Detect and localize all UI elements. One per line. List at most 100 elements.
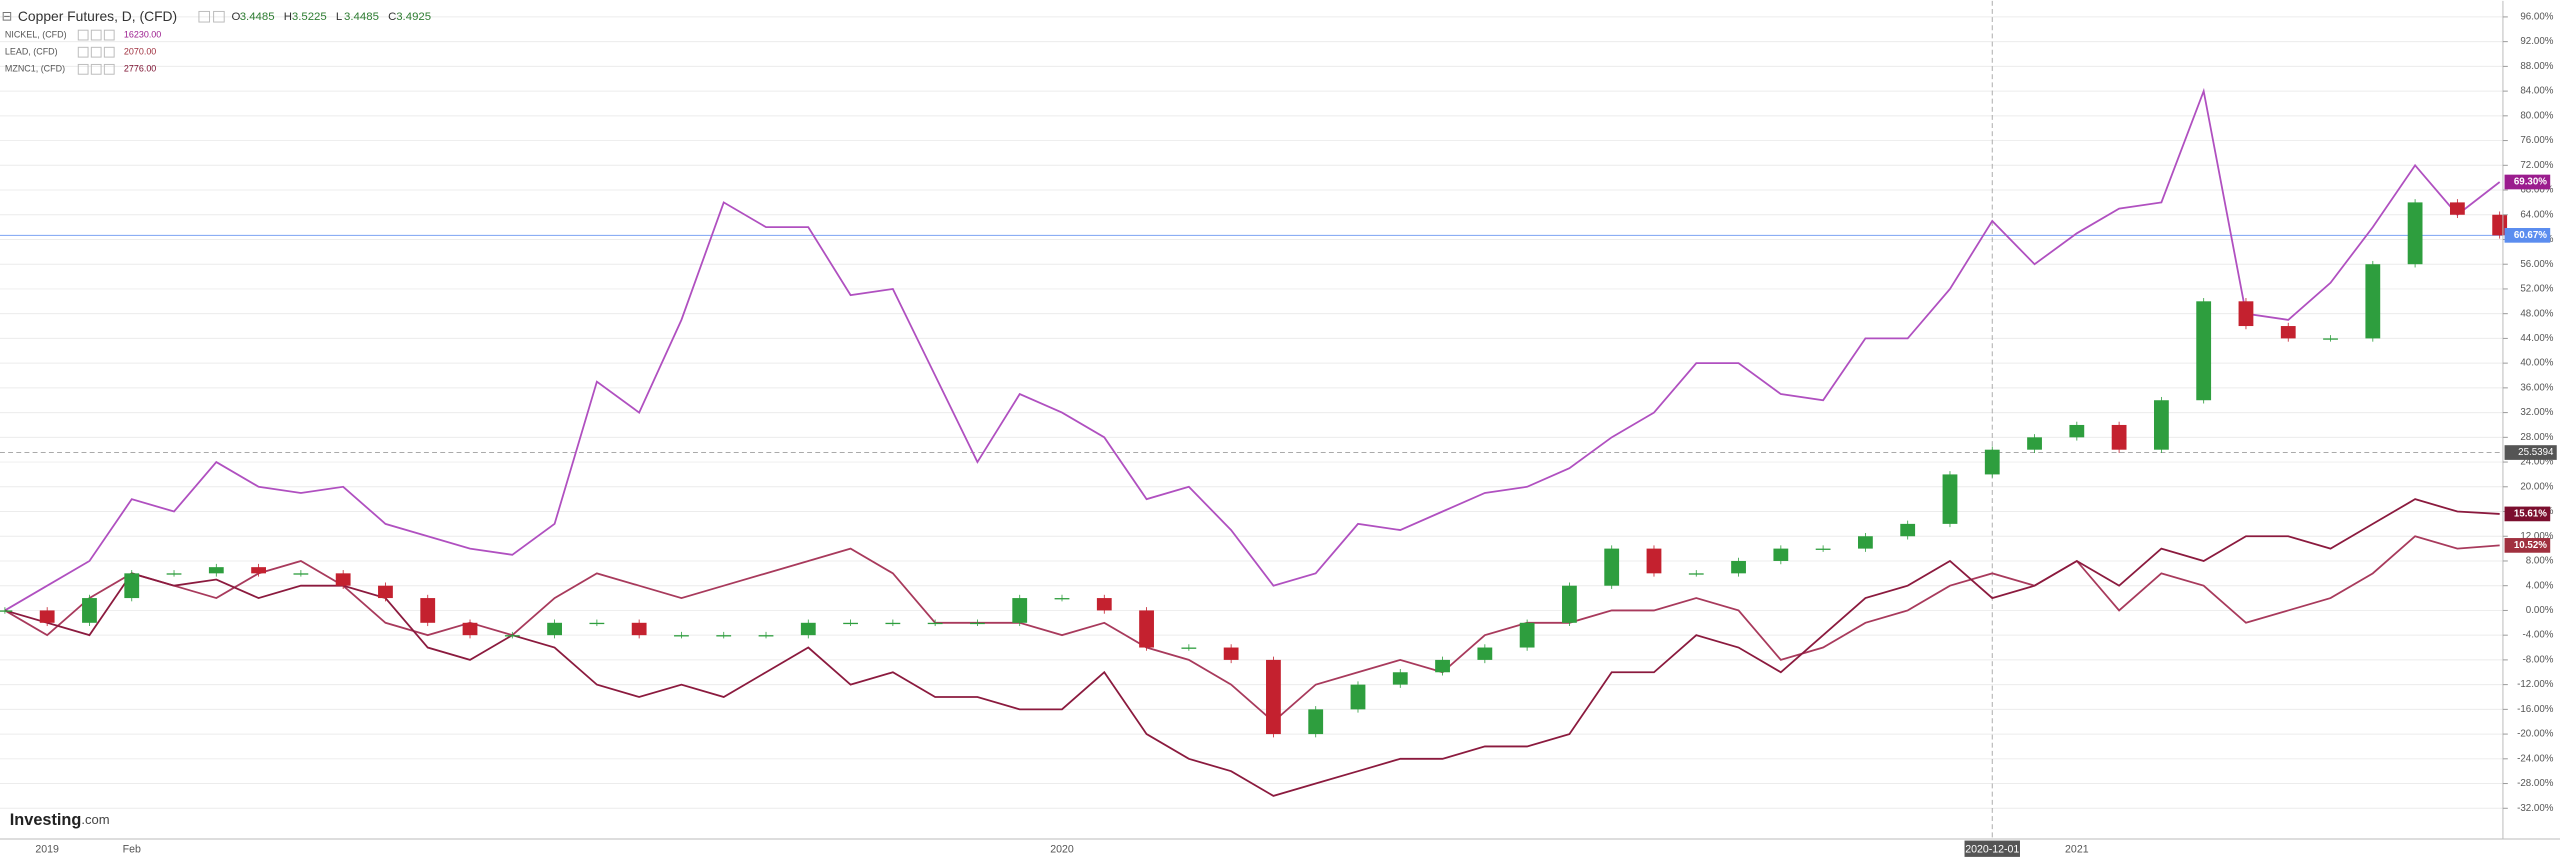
candle-body — [1984, 449, 2000, 475]
candle-body — [1012, 598, 1028, 623]
legend-button[interactable] — [77, 29, 89, 41]
legend-button[interactable] — [90, 63, 102, 75]
y-tick-label: -20.00% — [2517, 729, 2554, 740]
legend-button[interactable] — [103, 29, 115, 41]
last-value-label: 69.30% — [2514, 177, 2547, 188]
last-value-badge — [2504, 174, 2551, 190]
candle-body — [2027, 437, 2042, 450]
last-value-label: 10.52% — [2514, 540, 2547, 551]
candle-body — [335, 573, 351, 586]
y-tick-label: 80.00% — [2520, 110, 2553, 121]
candle-body — [2069, 424, 2085, 438]
y-tick-label: 48.00% — [2520, 308, 2553, 319]
candle-body — [1308, 709, 1324, 735]
y-tick-label: 0.00% — [2526, 605, 2554, 616]
candle-body — [2407, 202, 2423, 265]
candle-body — [82, 598, 97, 623]
candle-body — [1858, 536, 1873, 549]
crosshair-x-badge — [1964, 840, 2020, 857]
crosshair-y-badge — [2504, 445, 2557, 460]
candle-body — [1942, 474, 1958, 524]
y-tick-label: 72.00% — [2520, 160, 2553, 171]
brand: Investing.com — [10, 811, 110, 829]
y-tick-label: 28.00% — [2520, 432, 2553, 443]
chart-title: Copper Futures, D, (CFD) — [18, 8, 177, 24]
candle-body — [2280, 326, 2296, 339]
candle-body — [504, 635, 520, 637]
candle-body — [758, 635, 774, 637]
y-tick-label: 68.00% — [2520, 185, 2553, 196]
y-tick-label: 56.00% — [2520, 259, 2553, 270]
candle-body — [1731, 560, 1746, 574]
legend-button[interactable] — [213, 10, 225, 23]
candle-body — [2365, 264, 2381, 339]
y-tick-label: 8.00% — [2526, 556, 2554, 567]
legend-series-name: LEAD, (CFD) — [5, 47, 58, 57]
y-tick-label: 64.00% — [2520, 209, 2553, 220]
y-tick-label: 32.00% — [2520, 407, 2553, 418]
legend-series-price: 16230.00 — [124, 29, 161, 39]
last-value-badge — [2504, 228, 2551, 243]
y-tick-label: 76.00% — [2520, 135, 2553, 146]
y-tick-label: 20.00% — [2520, 481, 2553, 492]
candle-body — [1773, 548, 1789, 561]
legend-button[interactable] — [77, 46, 89, 58]
legend-series-price: 2070.00 — [124, 47, 156, 57]
candle-body — [2449, 202, 2465, 215]
candle-body — [1562, 585, 1577, 623]
candle-body — [420, 598, 436, 623]
y-tick-label: -24.00% — [2517, 753, 2554, 764]
x-tick-label: 2019 — [35, 843, 59, 855]
legend-button[interactable] — [198, 10, 211, 23]
collapse-icon[interactable]: ⊟ — [2, 9, 13, 24]
candle-body — [1139, 610, 1154, 648]
candle-body — [378, 585, 393, 599]
candle-body — [1392, 672, 1408, 685]
candle-body — [547, 622, 562, 636]
candle-body — [716, 635, 732, 637]
candle-body — [124, 573, 140, 599]
candle-body — [293, 573, 309, 575]
legend-button[interactable] — [77, 63, 89, 75]
crosshair-y-label: 25.5394 — [2518, 447, 2554, 458]
y-tick-label: 36.00% — [2520, 382, 2553, 393]
candle-body — [1477, 647, 1493, 660]
y-tick-label: -4.00% — [2523, 630, 2554, 641]
y-tick-label: 84.00% — [2520, 86, 2553, 97]
y-tick-label: 24.00% — [2520, 457, 2553, 468]
ohlc-key: O — [232, 11, 241, 23]
plot-area — [0, 87, 2508, 797]
candle-body — [39, 610, 55, 623]
candle-body — [2153, 400, 2169, 450]
series-line — [4, 535, 2500, 723]
ohlc-key: H — [284, 11, 292, 23]
brand-name: Investing.com — [10, 811, 110, 829]
axes: 96.00% 92.00% 88.00% 84.00% 80.00% 76.00% 72.0… — [35, 11, 2557, 857]
y-tick-label: 4.00% — [2526, 580, 2554, 591]
legend-series-name: NICKEL, (CFD) — [5, 29, 67, 39]
legend-button[interactable] — [90, 29, 102, 41]
candle-body — [1688, 573, 1704, 575]
x-tick-label: 2020 — [1050, 843, 1074, 855]
series-line — [4, 87, 2501, 612]
candle-body — [1900, 523, 1916, 537]
last-value-label: 15.61% — [2514, 509, 2547, 520]
ohlc-value: 3.5225 — [292, 11, 327, 23]
crosshair-x-label: 2020-12-01 — [1965, 843, 2019, 855]
last-value-badge — [2504, 506, 2551, 522]
candle-body — [1096, 598, 1112, 611]
candle-body — [800, 622, 816, 636]
ohlc-value: 3.4485 — [344, 11, 379, 23]
y-tick-label: -32.00% — [2517, 803, 2554, 814]
legend-button[interactable] — [103, 63, 115, 75]
candle-body — [2196, 301, 2212, 401]
candle-body — [1435, 659, 1450, 673]
legend-button[interactable] — [103, 46, 115, 58]
y-tick-label: 92.00% — [2520, 36, 2553, 47]
legend-button[interactable] — [90, 46, 102, 58]
candle-body — [970, 622, 985, 625]
candle-body — [0, 610, 13, 612]
legend-series-price: 2776.00 — [124, 64, 156, 74]
y-tick-label: 96.00% — [2520, 11, 2553, 22]
candle-body — [1054, 598, 1070, 600]
